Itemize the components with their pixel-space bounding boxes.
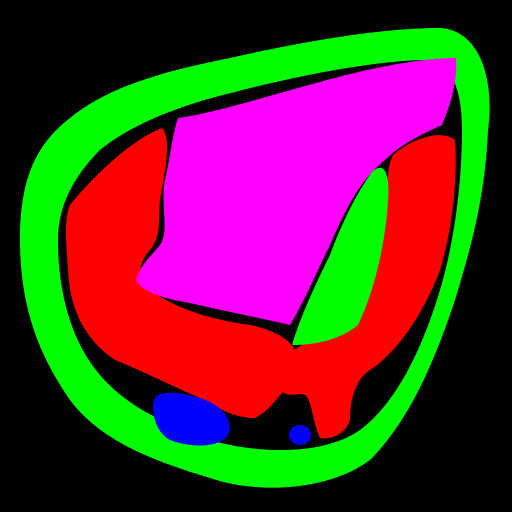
magenta-region [136,58,457,325]
red-band-region [66,128,456,439]
blue-blob-small [289,425,311,445]
blue-blob-large [153,392,230,446]
inner-green-region [292,167,389,345]
